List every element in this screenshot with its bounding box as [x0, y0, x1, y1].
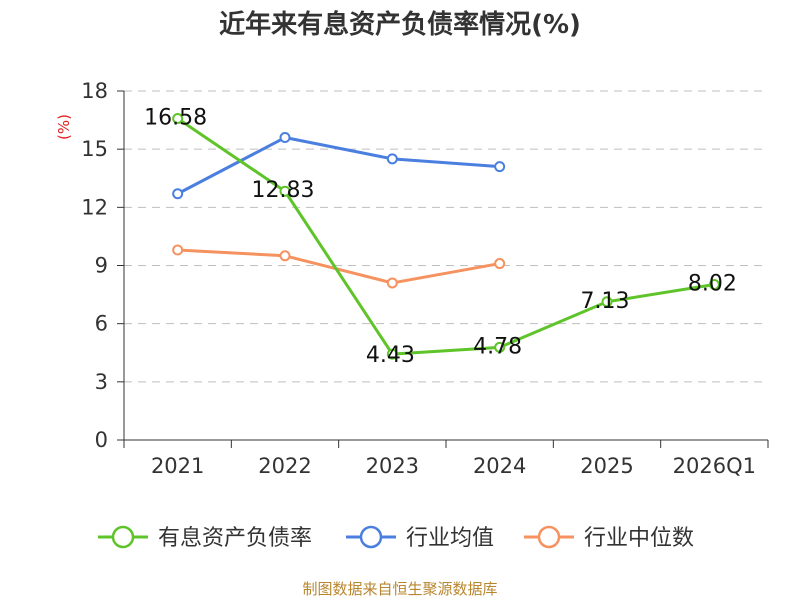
data-label: 16.58 — [144, 106, 207, 131]
y-tick-label: 15 — [81, 137, 108, 161]
data-point — [279, 250, 291, 262]
legend-swatch-marker — [537, 525, 561, 549]
y-tick-label: 18 — [81, 79, 108, 103]
data-point — [172, 244, 184, 256]
legend-swatch-marker — [359, 525, 383, 549]
series-line — [176, 117, 715, 356]
x-tick-label: 2025 — [580, 454, 633, 478]
y-tick-label: 6 — [95, 312, 108, 336]
data-label: 12.83 — [252, 178, 315, 203]
y-tick-label: 0 — [95, 428, 108, 452]
legend-label: 行业均值 — [406, 526, 494, 551]
data-point — [494, 341, 506, 353]
y-axis-label: (%) — [55, 114, 73, 140]
legend-label: 有息资产负债率 — [158, 526, 312, 551]
data-point — [279, 185, 291, 197]
y-tick-label: 9 — [95, 254, 108, 278]
data-point — [279, 132, 291, 144]
data-point — [601, 296, 613, 308]
series-line — [177, 248, 500, 285]
axes: 0 3 6 9 12 15 18 2021 2022 2023 2024 2025 2026Q1 (%) — [55, 79, 769, 478]
y-tick-label: 12 — [81, 195, 108, 219]
data-point — [494, 161, 506, 173]
legend: 有息资产负债率 行业均值 行业中位数 — [98, 525, 694, 551]
series-group — [172, 113, 720, 360]
data-point — [708, 279, 720, 291]
data-point — [494, 258, 506, 270]
x-tick-label: 2026Q1 — [673, 454, 756, 478]
legend-swatch-marker — [111, 525, 135, 549]
x-tick-label: 2024 — [473, 454, 526, 478]
x-tick-label: 2021 — [151, 454, 204, 478]
legend-label: 行业中位数 — [584, 526, 694, 551]
series-line — [176, 136, 500, 196]
data-point — [172, 113, 184, 125]
data-point — [386, 153, 398, 165]
data-label: 4.43 — [366, 343, 415, 368]
data-label: 7.13 — [581, 289, 630, 314]
grid-lines — [124, 90, 768, 383]
data-label: 4.78 — [473, 334, 522, 359]
data-point — [386, 277, 398, 289]
data-point — [386, 348, 398, 360]
x-tick-label: 2023 — [366, 454, 419, 478]
data-point — [172, 188, 184, 200]
data-label: 8.02 — [688, 272, 737, 297]
source-note: 制图数据来自恒生聚源数据库 — [302, 580, 498, 598]
chart-title: 近年来有息资产负债率情况(%) — [219, 10, 581, 40]
x-tick-label: 2022 — [258, 454, 311, 478]
y-tick-label: 3 — [95, 370, 108, 394]
data-labels: 16.58 12.83 4.43 4.78 7.13 8.02 — [144, 106, 737, 369]
